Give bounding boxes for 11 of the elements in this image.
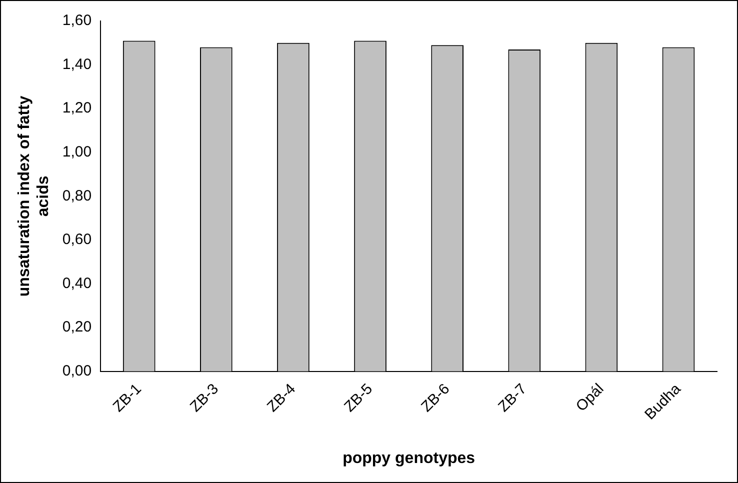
y-tick-label: 0,60	[62, 231, 92, 248]
y-tick-label: 1,60	[62, 12, 92, 30]
y-tick-label: 1,40	[62, 56, 92, 73]
y-tick-label: 1,00	[62, 144, 92, 161]
x-axis-title: poppy genotypes	[342, 450, 476, 467]
y-tick-label: 0,20	[62, 318, 92, 336]
y-tick-label: 0,80	[62, 187, 92, 204]
y-tick-label: 0,40	[62, 274, 92, 292]
y-tick-label: 0,00	[62, 362, 92, 380]
y-axis-title: unsaturation index of fatty acids	[16, 96, 52, 297]
y-tick-label: 1,20	[62, 100, 92, 117]
